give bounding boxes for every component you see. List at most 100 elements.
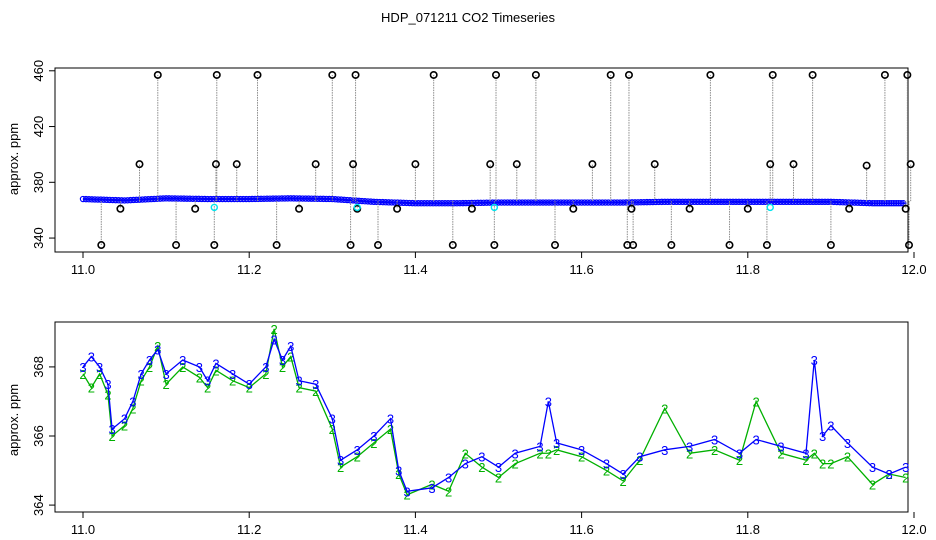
outlier-point (311, 160, 320, 169)
data-point (842, 199, 849, 206)
data-point (809, 198, 817, 206)
point-label-blue: 3 (636, 450, 643, 465)
point-label-green: 2 (428, 477, 435, 492)
outlier-point (448, 241, 457, 250)
data-point (156, 195, 164, 202)
outlier-point (588, 160, 597, 169)
point-label-blue: 3 (121, 412, 128, 427)
data-point (685, 198, 692, 206)
data-point (335, 196, 342, 203)
data-point (103, 196, 110, 204)
point-label-blue: 3 (661, 443, 668, 458)
data-point (100, 196, 107, 203)
point-label-green: 2 (262, 367, 269, 382)
point-label-blue: 3 (686, 439, 693, 454)
point-label-blue: 3 (179, 353, 186, 368)
data-point (706, 198, 713, 206)
point-label-blue: 3 (295, 374, 302, 389)
data-point (471, 199, 478, 207)
data-point (367, 198, 375, 205)
outlier-point (685, 204, 694, 213)
outlier-point (667, 241, 676, 250)
point-label-green: 2 (212, 363, 219, 378)
data-point (240, 195, 247, 203)
outlier-point (467, 204, 476, 213)
point-label-blue: 3 (104, 377, 111, 392)
data-point (477, 199, 484, 207)
outlier-point (232, 160, 241, 169)
point-label-blue: 3 (395, 464, 402, 479)
outlier-point (880, 70, 889, 79)
outlier-point (135, 160, 144, 169)
data-point (614, 199, 621, 206)
point-label-green: 2 (138, 374, 145, 389)
data-point (165, 195, 173, 202)
data-point (409, 199, 416, 207)
data-point (631, 199, 639, 206)
outlier-point (551, 241, 560, 250)
data-point (732, 198, 740, 206)
outlier-point (512, 160, 521, 169)
point-label-blue: 3 (445, 470, 452, 485)
data-point (379, 198, 386, 206)
point-label-blue: 3 (545, 394, 552, 409)
outlier-point (97, 241, 106, 250)
point-label-green: 2 (395, 467, 402, 482)
outlier-point (905, 241, 914, 250)
data-point (545, 199, 553, 206)
data-point (851, 199, 858, 206)
data-point (860, 199, 867, 207)
data-point (806, 198, 814, 206)
data-point (664, 198, 671, 206)
data-point (266, 195, 274, 202)
data-point (186, 195, 194, 202)
outlier-point (411, 160, 420, 169)
point-label-blue: 3 (312, 377, 319, 392)
x-tick-label: 11.2 (237, 262, 261, 277)
x-tick-label: 11.2 (237, 522, 261, 537)
data-point (228, 195, 235, 203)
point-label-blue: 3 (802, 446, 809, 461)
point-label-blue: 3 (578, 443, 585, 458)
plot-frame (54, 67, 909, 253)
x-tick-label: 11.6 (569, 262, 593, 277)
data-point (302, 195, 309, 202)
x-tick-label: 11.6 (569, 522, 593, 537)
data-point (539, 199, 547, 206)
data-point (673, 198, 680, 206)
data-point (480, 199, 487, 206)
data-point (474, 199, 481, 207)
data-point (284, 195, 291, 202)
data-point (584, 199, 591, 206)
data-point (465, 199, 473, 207)
data-point (646, 198, 654, 206)
data-point (756, 198, 763, 206)
outlier-point (116, 204, 125, 213)
data-point (450, 200, 458, 207)
data-point (421, 200, 428, 207)
outlier-point (393, 204, 402, 213)
point-label-blue: 3 (512, 446, 519, 461)
data-point (278, 195, 286, 202)
point-label-blue: 3 (869, 460, 876, 475)
data-point (780, 198, 787, 206)
point-label-green: 2 (495, 470, 502, 485)
cyan-point (210, 203, 218, 212)
data-point (192, 195, 199, 203)
point-label-green: 2 (403, 488, 410, 503)
point-label-blue: 3 (827, 419, 834, 434)
outlier-point (328, 70, 337, 79)
outlier-point (349, 160, 358, 169)
data-point (260, 195, 268, 202)
data-point (536, 199, 544, 206)
point-label-green: 2 (196, 370, 203, 385)
data-point (438, 200, 446, 207)
data-point (293, 195, 300, 202)
data-point (148, 195, 155, 203)
data-point (501, 199, 508, 206)
x-tick-label: 11.4 (403, 262, 427, 277)
data-point (364, 198, 372, 205)
point-label-green: 2 (636, 453, 643, 468)
point-label-blue: 3 (462, 457, 469, 472)
point-label-green: 2 (819, 457, 826, 472)
